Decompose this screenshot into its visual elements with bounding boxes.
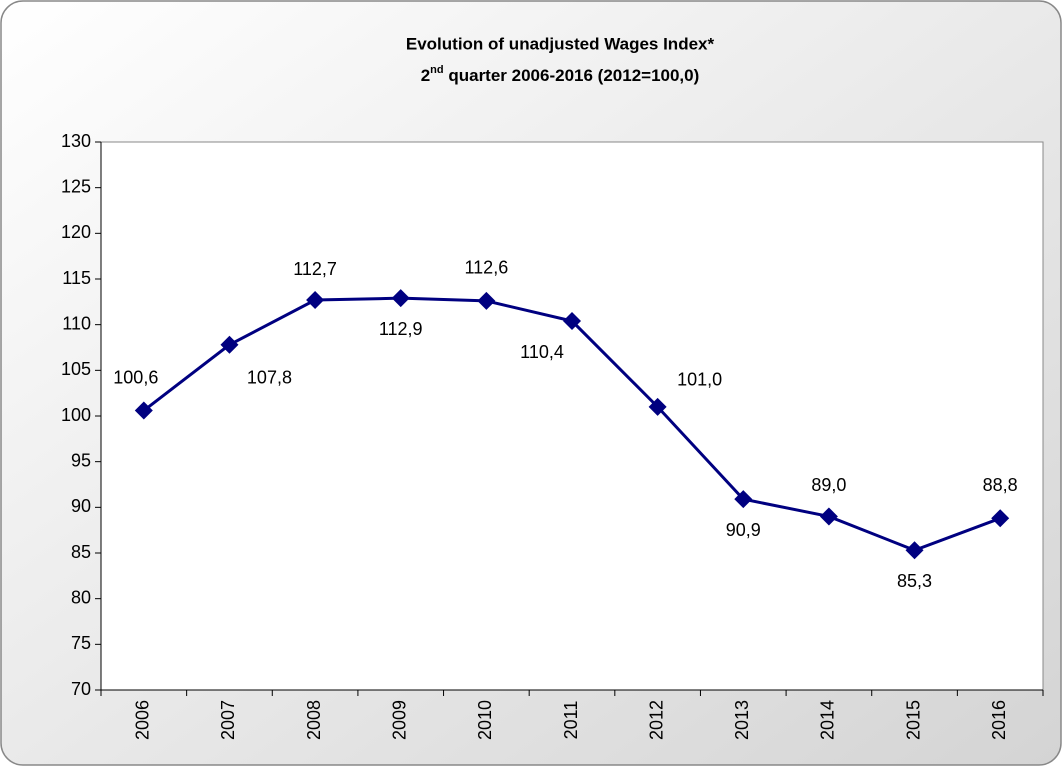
data-point <box>905 541 924 560</box>
x-tick-label: 2016 <box>989 700 1009 740</box>
y-tick-label: 100 <box>61 405 91 425</box>
data-label: 90,9 <box>726 520 761 540</box>
subtitle-part: 2 <box>421 66 430 85</box>
chart-subtitle: 2nd quarter 2006-2016 (2012=100,0) <box>421 64 700 86</box>
x-tick-label: 2008 <box>304 700 324 740</box>
y-tick-label: 115 <box>62 268 91 288</box>
x-tick-label: 2006 <box>133 700 153 740</box>
x-tick-label: 2009 <box>389 700 409 740</box>
data-point <box>391 289 410 308</box>
data-point <box>734 490 753 509</box>
y-tick-label: 110 <box>62 313 91 333</box>
data-point <box>648 397 667 416</box>
y-tick-label: 80 <box>71 587 91 607</box>
y-tick-label: 70 <box>71 679 91 699</box>
x-tick-label: 2014 <box>818 700 838 740</box>
data-point <box>563 312 581 331</box>
data-label: 101,0 <box>677 370 722 390</box>
chart-title: Evolution of unadjusted Wages Index* <box>406 34 715 53</box>
x-tick-label: 2013 <box>732 700 752 740</box>
data-label: 89,0 <box>811 475 846 495</box>
data-label: 85,3 <box>897 571 932 591</box>
y-tick-label: 95 <box>71 450 91 470</box>
data-point <box>991 509 1010 528</box>
y-tick-label: 120 <box>61 222 91 242</box>
data-point <box>306 291 325 310</box>
x-tick-label: 2007 <box>218 700 238 740</box>
data-label: 112,9 <box>379 319 423 339</box>
data-label: 112,7 <box>293 259 337 279</box>
data-point <box>220 335 239 354</box>
data-point <box>819 507 838 526</box>
data-label: 110,4 <box>520 342 564 362</box>
y-tick-label: 130 <box>61 131 91 151</box>
x-tick-label: 2010 <box>475 700 495 740</box>
data-label: 112,6 <box>465 258 509 278</box>
data-label: 100,6 <box>113 367 158 387</box>
y-tick-label: 75 <box>71 633 91 653</box>
subtitle-superscript: nd <box>430 64 443 76</box>
y-tick-label: 125 <box>61 176 91 196</box>
data-label: 107,8 <box>247 368 292 388</box>
subtitle-part: quarter 2006-2016 (2012=100,0) <box>444 66 700 85</box>
y-tick-label: 105 <box>61 359 91 379</box>
data-point <box>134 401 153 420</box>
y-tick-label: 85 <box>71 542 91 562</box>
data-point <box>477 291 496 310</box>
plot-area <box>100 141 1044 691</box>
x-tick-label: 2015 <box>903 700 923 740</box>
data-label: 88,8 <box>983 475 1018 495</box>
y-tick-label: 90 <box>71 496 91 516</box>
x-tick-label: 2011 <box>561 701 581 740</box>
x-tick-label: 2012 <box>646 700 666 740</box>
